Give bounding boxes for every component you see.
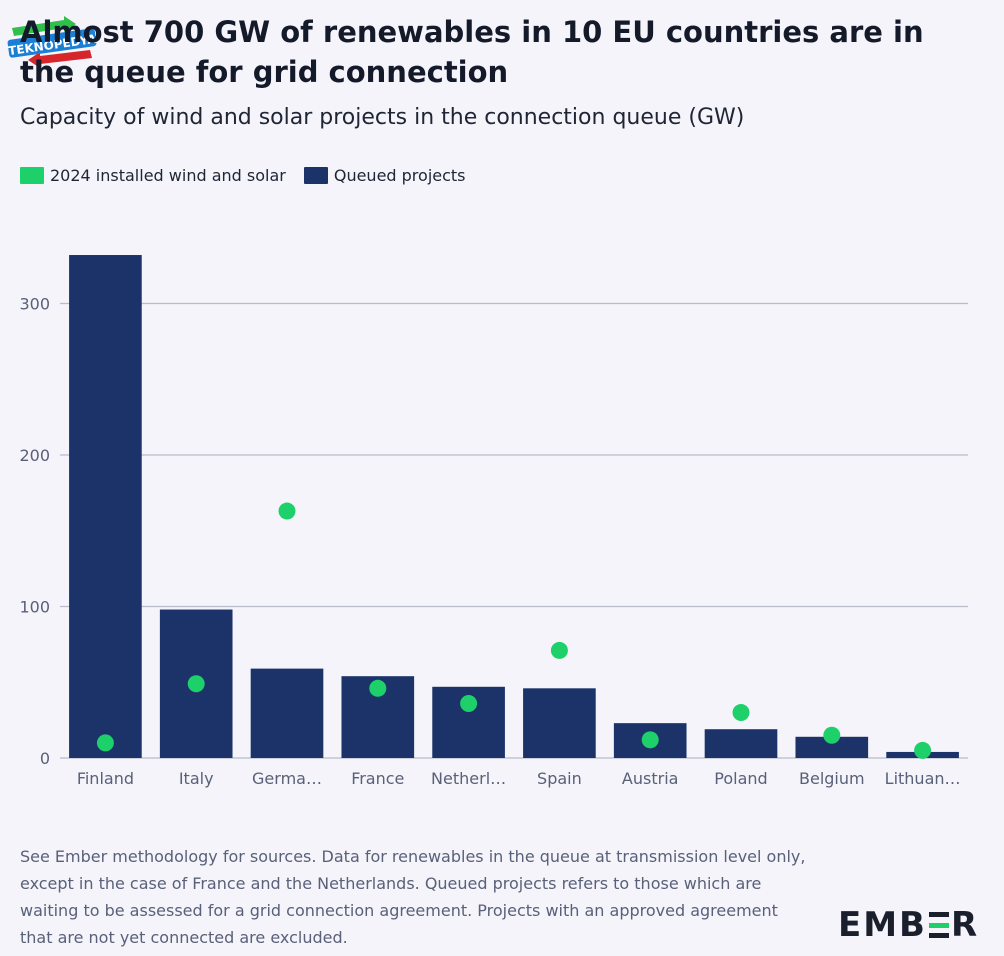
- x-tick-label: France: [351, 769, 404, 788]
- chart-legend: 2024 installed wind and solar Queued pro…: [20, 166, 484, 185]
- x-tick-label: Spain: [537, 769, 582, 788]
- logo-text-right: R: [950, 905, 980, 945]
- bar-queued: [704, 729, 778, 758]
- y-tick-label: 200: [19, 446, 50, 465]
- bar-queued: [250, 668, 324, 758]
- legend-item-queued[interactable]: Queued projects: [303, 166, 466, 185]
- dot-installed: [732, 704, 750, 722]
- teknopedya-watermark-logo: TEKNOPEDYA: [7, 16, 98, 68]
- x-tick-label: Austria: [622, 769, 679, 788]
- dot-installed: [278, 502, 296, 520]
- dot-installed: [823, 726, 841, 744]
- ember-logo: EMB R: [838, 905, 979, 945]
- logo-text-left: EMB: [838, 905, 927, 945]
- dot-installed: [550, 641, 568, 659]
- methodology-footnote: See Ember methodology for sources. Data …: [20, 847, 806, 947]
- x-tick-label: Italy: [179, 769, 214, 788]
- dot-installed: [641, 731, 659, 749]
- legend-label-queued: Queued projects: [333, 166, 466, 185]
- logo-e-mark: [928, 912, 949, 938]
- dot-installed: [187, 675, 205, 693]
- dot-installed: [369, 679, 387, 697]
- y-tick-label: 300: [19, 295, 50, 314]
- bar-queued: [523, 688, 596, 758]
- x-tick-label: Finland: [77, 769, 134, 788]
- dot-installed: [96, 734, 114, 752]
- bar-queued: [69, 255, 142, 758]
- chart-subtitle: Capacity of wind and solar projects in t…: [20, 105, 745, 130]
- chart-title: Almost 700 GW of renewables in 10 EU cou…: [20, 15, 924, 89]
- x-tick-label: Lithuan…: [885, 769, 961, 788]
- legend-item-installed[interactable]: 2024 installed wind and solar: [20, 166, 286, 185]
- legend-label-installed: 2024 installed wind and solar: [50, 166, 286, 185]
- dot-installed: [914, 741, 932, 759]
- dot-installed: [460, 694, 478, 712]
- legend-swatch-installed: [20, 167, 44, 184]
- x-tick-label: Belgium: [799, 769, 865, 788]
- y-tick-label: 0: [40, 749, 50, 768]
- legend-swatch-queued: [303, 167, 328, 184]
- bar-chart: 0 100 200 300 Finland Italy Germa… France Nether…: [19, 255, 968, 788]
- x-tick-label: Netherl…: [431, 769, 506, 788]
- bar-queued: [795, 736, 869, 758]
- x-tick-label: Poland: [714, 769, 767, 788]
- y-tick-label: 100: [19, 598, 50, 617]
- x-tick-label: Germa…: [252, 769, 322, 788]
